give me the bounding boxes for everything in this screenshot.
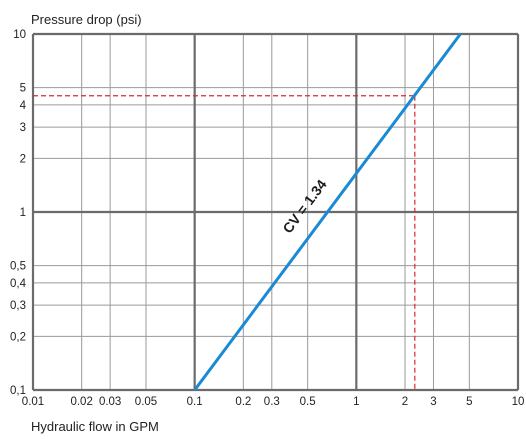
y-tick-label: 1 [20,207,26,219]
y-axis-title: Pressure drop (psi) [31,12,142,27]
x-tick-label: 0.02 [70,396,92,408]
y-tick-label: 0,2 [10,331,26,343]
x-tick-label: 3 [430,396,436,408]
series-label: CV = 1.34 [279,176,329,236]
y-tick-label: 5 [20,83,26,95]
x-tick-label: 5 [466,396,472,408]
x-tick-label: 0.3 [264,396,280,408]
x-tick-label: 0.1 [187,396,203,408]
reference-lines [33,95,416,390]
x-axis-title: Hydraulic flow in GPM [31,419,159,434]
y-tick-label: 10 [13,29,26,41]
major-gridlines [31,32,520,392]
y-tick-label: 0,5 [10,261,26,273]
x-tick-label: 0.5 [300,396,316,408]
x-tick-label: 2 [402,396,408,408]
series-line [193,33,462,391]
x-tick-label: 0.03 [99,396,121,408]
y-tick-label: 3 [20,122,26,134]
x-tick-label: 0.05 [135,396,157,408]
y-tick-label: 0,1 [10,385,26,397]
x-tick-label: 0.01 [22,396,44,408]
y-tick-label: 0,3 [10,300,26,312]
x-tick-label: 0.2 [235,396,251,408]
tick-labels: 0.01 0.02 0.03 0.05 0.1 0.2 0.3 0.5 1 2 3 5 10 0,1 0,2… [10,29,524,408]
x-tick-label: 1 [353,396,359,408]
x-tick-label: 10 [512,396,525,408]
y-tick-label: 0,4 [10,278,27,290]
y-tick-label: 2 [20,153,26,165]
y-tick-label: 4 [20,100,27,112]
